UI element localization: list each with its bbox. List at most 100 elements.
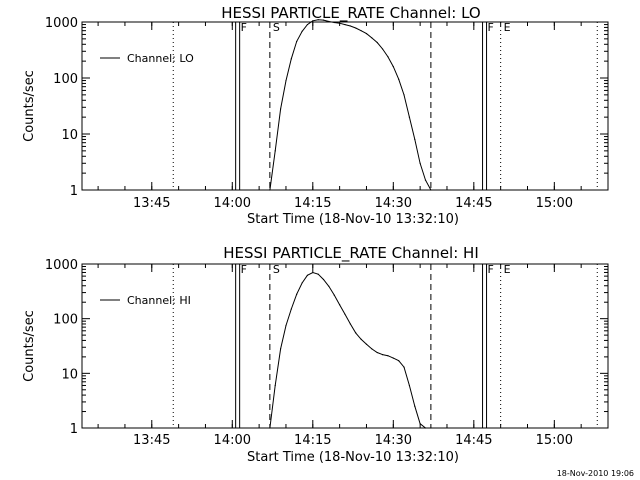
series-point	[344, 23, 346, 26]
y-axis-label: Counts/sec	[22, 70, 37, 142]
y-tick-label: 10	[61, 128, 78, 143]
x-tick-label: 14:30	[375, 433, 412, 448]
series-point	[322, 19, 325, 21]
series-point	[349, 323, 351, 325]
series-point	[274, 150, 276, 152]
series-point	[392, 357, 394, 359]
marker-label: S	[273, 263, 280, 276]
series-point	[339, 22, 341, 24]
series-point	[355, 332, 357, 334]
plot-frame	[81, 263, 609, 429]
x-tick-label: 14:00	[214, 196, 251, 211]
y-tick-label: 100	[53, 313, 78, 328]
legend-label: Channel: LO	[127, 52, 194, 65]
series-point	[301, 282, 303, 284]
series-point	[328, 20, 330, 23]
series-point	[387, 56, 389, 58]
marker-label: F	[241, 21, 247, 34]
x-tick-label: 15:00	[536, 196, 573, 211]
marker-label: F	[488, 21, 494, 34]
x-tick-label: 15:00	[536, 433, 573, 448]
series-point	[339, 304, 341, 306]
series-point	[430, 189, 432, 191]
series-point	[290, 58, 292, 60]
y-tick-label: 100	[53, 72, 78, 87]
series-point	[312, 20, 314, 22]
series-point	[317, 19, 319, 21]
y-tick-label: 1	[70, 184, 78, 199]
legend-label: Channel: HI	[127, 294, 191, 307]
series-point	[403, 94, 405, 96]
series-point	[306, 274, 309, 276]
series-point	[285, 79, 287, 82]
series-point	[424, 427, 427, 429]
series-point	[349, 25, 351, 27]
y-tick-label: 1	[70, 422, 78, 437]
series-point	[408, 116, 411, 118]
series-point	[430, 427, 432, 429]
y-tick-label: 1000	[45, 258, 78, 273]
series-point	[403, 366, 405, 368]
x-axis-label: Start Time (18-Nov-10 13:32:10)	[247, 212, 459, 227]
series-point	[408, 384, 411, 387]
marker-label: E	[504, 21, 511, 34]
series-point	[360, 338, 362, 340]
series-point	[414, 405, 416, 407]
series-point	[419, 423, 421, 425]
series-point	[387, 355, 389, 357]
series-line	[269, 271, 431, 429]
series-point	[306, 23, 309, 26]
series-point	[301, 30, 303, 32]
series-point	[279, 108, 282, 110]
series-point	[365, 343, 368, 345]
marker-label: F	[241, 263, 247, 276]
series-point	[322, 278, 325, 281]
series-point	[365, 33, 368, 35]
marker-label: S	[273, 21, 280, 34]
series-point	[333, 21, 335, 24]
x-tick-label: 14:15	[294, 433, 331, 448]
series-point	[296, 293, 298, 295]
series-point	[355, 27, 357, 29]
series-point	[296, 40, 298, 43]
x-tick-label: 14:45	[455, 433, 492, 448]
y-tick-label: 1000	[45, 16, 78, 31]
series-point	[398, 78, 400, 80]
series-point	[360, 30, 362, 32]
plot-frame	[81, 21, 609, 191]
series-point	[371, 37, 373, 39]
x-tick-label: 13:45	[133, 433, 170, 448]
series-point	[317, 273, 319, 275]
series-point	[424, 179, 427, 181]
series-point	[279, 348, 282, 350]
series-point	[414, 138, 416, 141]
y-tick-label: 10	[61, 367, 78, 382]
marker-label: E	[504, 263, 511, 276]
series-line	[269, 19, 432, 191]
series-point	[269, 427, 271, 429]
chart-title: HESSI PARTICLE_RATE Channel: HI	[223, 244, 479, 263]
series-point	[376, 41, 378, 44]
series-point	[381, 48, 384, 50]
series-point	[392, 65, 394, 68]
series-point	[419, 162, 421, 164]
x-tick-label: 14:30	[375, 196, 412, 211]
series-point	[344, 313, 346, 315]
chart-title: HESSI PARTICLE_RATE Channel: LO	[221, 4, 480, 23]
series-point	[333, 294, 335, 296]
generation-timestamp: 18-Nov-2010 19:06	[557, 469, 634, 478]
series-point	[381, 354, 384, 356]
series-point	[328, 285, 330, 287]
x-tick-label: 13:45	[133, 196, 170, 211]
lo-channel-panel: HESSI PARTICLE_RATE Channel: LO 1 10 100 100…	[22, 4, 609, 227]
series-point	[312, 271, 314, 274]
x-tick-label: 14:00	[214, 433, 251, 448]
series-point	[398, 360, 400, 362]
series-point	[269, 189, 271, 191]
y-axis-label: Counts/sec	[22, 310, 37, 382]
x-tick-label: 14:45	[455, 196, 492, 211]
series-point	[274, 384, 276, 387]
x-tick-label: 14:15	[294, 196, 331, 211]
series-point	[371, 348, 373, 350]
